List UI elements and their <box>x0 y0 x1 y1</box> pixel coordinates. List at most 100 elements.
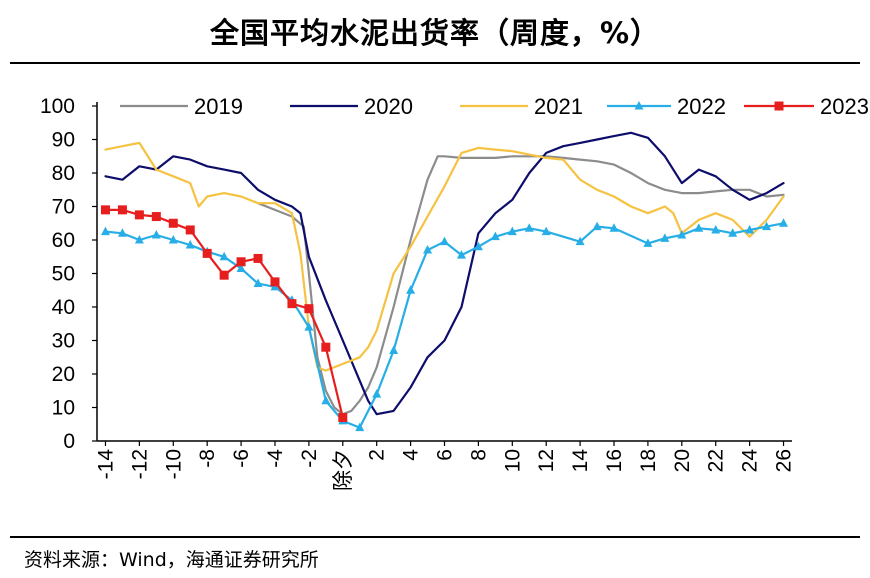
series-2022-point <box>253 278 263 288</box>
series-2022-point <box>609 223 619 232</box>
title-rule <box>10 62 860 64</box>
series-2023-point <box>202 248 212 258</box>
series-2022-point <box>304 322 314 331</box>
y-tick-label: 30 <box>52 330 75 353</box>
series-2022-point <box>473 241 483 251</box>
x-tick-label: 6 <box>434 449 457 461</box>
legend-2019-label: 2019 <box>194 94 243 119</box>
series-2022-point <box>592 221 602 231</box>
legend-2022-marker <box>634 101 644 110</box>
y-tick-label: 0 <box>63 430 75 453</box>
series-2022-point <box>236 263 246 272</box>
series-2022-point <box>677 229 687 239</box>
x-tick-label: -6 <box>230 449 253 468</box>
series-2023-point <box>253 253 263 263</box>
x-tick-label: 16 <box>603 449 626 472</box>
x-tick-label: 8 <box>467 449 490 461</box>
series-2022-point <box>185 240 195 249</box>
series-2022-point <box>711 224 721 234</box>
legend-2023-marker <box>774 101 784 111</box>
x-tick-label: -14 <box>94 449 117 480</box>
legend: 2019 2020 2021 2022 2023 <box>120 94 869 119</box>
chart-title: 全国平均水泥出货率（周度，%） <box>209 16 661 50</box>
series-2023-point <box>219 270 229 280</box>
legend-2020-label: 2020 <box>364 94 413 119</box>
x-tick-label: -12 <box>128 449 151 479</box>
series-2022-point <box>389 345 399 355</box>
y-tick-label: 90 <box>52 129 75 152</box>
x-tick-label: 20 <box>671 449 694 472</box>
series-2022-point <box>423 245 433 254</box>
series-2022-point <box>745 224 755 234</box>
series-2022-point <box>507 226 517 236</box>
series-layer <box>100 131 789 432</box>
x-tick-label: 24 <box>739 449 762 473</box>
x-tick-label: 10 <box>501 449 524 472</box>
source-rule <box>10 536 860 538</box>
series-2022-point <box>168 235 178 244</box>
series-2022-point <box>575 236 585 246</box>
x-tick-label: 除夕 <box>332 449 355 491</box>
x-tick-label: 12 <box>535 449 558 472</box>
y-tick-label: 10 <box>52 397 75 420</box>
x-tick-label: 2 <box>366 449 389 461</box>
series-2022-point <box>728 228 738 237</box>
x-tick-label: 18 <box>637 449 660 472</box>
series-2023-point <box>304 304 314 314</box>
y-tick-label: 50 <box>52 263 75 286</box>
y-tick-label: 20 <box>52 363 75 386</box>
axes: 0 10 20 30 40 50 60 70 80 90 100 -14 -12 -10 -8 -6 -4 -2 除… <box>40 95 796 491</box>
legend-2023-label: 2023 <box>820 94 869 119</box>
series-2023-point <box>151 212 161 222</box>
series-2022-point <box>490 231 500 241</box>
legend-2021-label: 2021 <box>534 94 583 119</box>
series-2022-point <box>355 422 365 432</box>
y-tick-label: 60 <box>52 229 75 252</box>
series-2022-point <box>643 238 653 247</box>
series-2021-line <box>104 141 785 372</box>
series-2022-point <box>100 226 110 236</box>
series-2023-point <box>270 277 280 287</box>
series-2023-point <box>321 342 331 352</box>
series-2023-point <box>168 218 178 228</box>
x-tick-label: -4 <box>264 449 287 468</box>
x-tick-label: 14 <box>569 449 592 473</box>
x-tick-label: -2 <box>298 449 321 468</box>
series-2022-point <box>694 223 704 232</box>
series-2022-point <box>134 235 144 244</box>
series-2022-point <box>219 251 229 261</box>
series-2023-point <box>338 413 348 423</box>
x-tick-label: 26 <box>773 449 796 472</box>
series-2023-point <box>236 257 246 267</box>
series-2023-point <box>134 210 144 220</box>
y-tick-label: 80 <box>52 162 75 185</box>
series-2023-point <box>100 205 110 215</box>
series-2019-line <box>256 155 785 416</box>
series-2022-point <box>660 233 670 242</box>
series-2023-point <box>117 205 127 215</box>
series-2022-point <box>456 250 466 259</box>
series-2022-point <box>524 223 534 232</box>
x-tick-label: 4 <box>400 449 423 461</box>
series-2023-point <box>287 299 297 309</box>
series-2022-point <box>117 228 127 237</box>
y-tick-label: 100 <box>40 95 75 118</box>
series-2023-point <box>185 225 195 235</box>
x-tick-label: 22 <box>705 449 728 472</box>
series-2022-point <box>321 395 331 405</box>
series-2022-point <box>151 229 161 239</box>
x-tick-label: -8 <box>196 449 219 468</box>
series-2022-point <box>779 218 789 227</box>
series-2022-point <box>372 389 382 398</box>
series-2022-point <box>762 221 772 231</box>
series-2020-line <box>104 131 785 416</box>
series-2022-point <box>406 285 416 294</box>
y-tick-label: 70 <box>52 196 75 219</box>
y-tick-label: 40 <box>52 296 75 319</box>
legend-2022-label: 2022 <box>677 94 726 119</box>
series-2022-point <box>440 236 449 246</box>
x-tick-label: -10 <box>162 449 185 479</box>
source-note: 资料来源：Wind，海通证券研究所 <box>24 549 319 571</box>
series-2022-point <box>541 226 551 236</box>
